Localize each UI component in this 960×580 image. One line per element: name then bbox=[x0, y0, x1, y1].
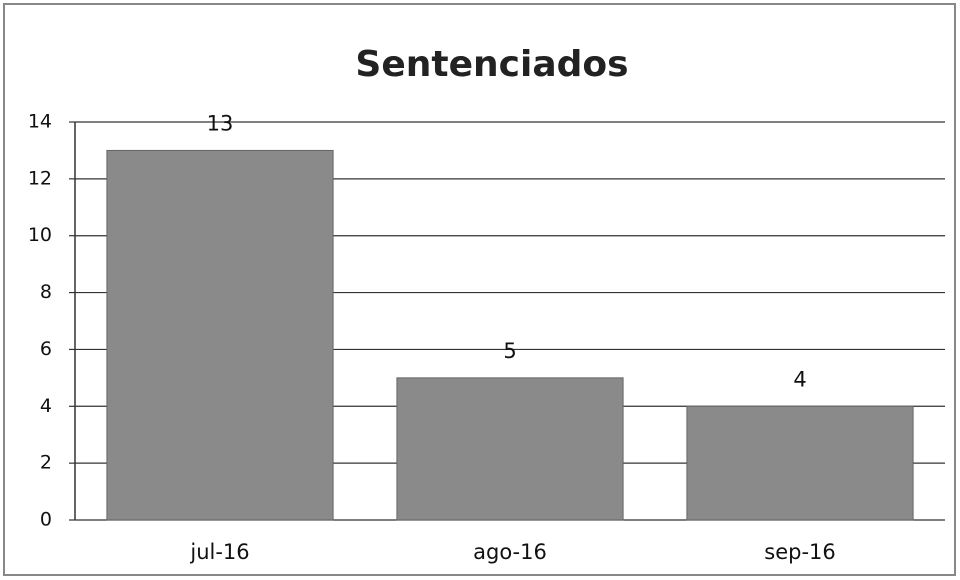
y-tick-label: 10 bbox=[28, 224, 52, 246]
x-tick-label: ago-16 bbox=[473, 540, 547, 564]
y-tick-label: 14 bbox=[28, 111, 52, 133]
y-tick-label: 12 bbox=[28, 167, 52, 189]
y-tick-label: 0 bbox=[40, 509, 52, 531]
x-tick-label: jul-16 bbox=[189, 540, 249, 564]
y-tick-label: 6 bbox=[40, 338, 52, 360]
data-label: 13 bbox=[207, 111, 234, 135]
bar bbox=[686, 405, 914, 521]
x-tick-label: sep-16 bbox=[764, 540, 836, 564]
bar bbox=[106, 149, 334, 521]
y-tick-label: 2 bbox=[40, 452, 52, 474]
bar bbox=[396, 377, 624, 521]
y-tick-label: 8 bbox=[40, 281, 52, 303]
chart-title: Sentenciados bbox=[355, 44, 628, 85]
data-label: 5 bbox=[503, 339, 516, 363]
y-tick-label: 4 bbox=[40, 395, 52, 417]
data-label: 4 bbox=[793, 367, 806, 391]
